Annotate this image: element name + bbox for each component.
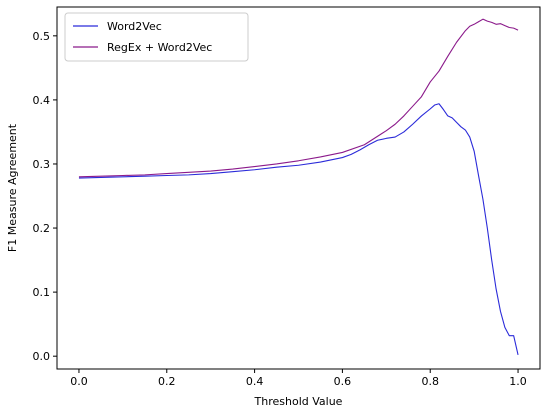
x-axis: 0.0 0.2 0.4 0.6 0.8 1.0: [70, 369, 527, 388]
x-tick-label: 0.8: [421, 375, 439, 388]
legend-box: [64, 12, 249, 62]
y-axis: 0.0 0.1 0.2 0.3 0.4 0.5: [33, 30, 57, 363]
x-axis-label: Threshold Value: [254, 395, 343, 408]
series-line-1: [78, 103, 519, 356]
y-tick-label: 0.1: [33, 286, 51, 299]
y-tick-label: 0.5: [33, 30, 51, 43]
y-tick-label: 0.4: [33, 94, 51, 107]
legend-label: RegEx + Word2Vec: [107, 41, 212, 54]
x-tick-label: 0.4: [246, 375, 264, 388]
y-tick-label: 0.3: [33, 158, 51, 171]
y-axis-label: F1 Measure Agreement: [6, 123, 19, 252]
x-tick-label: 0.0: [70, 375, 88, 388]
plot-frame: [56, 6, 541, 370]
x-tick-label: 0.2: [158, 375, 176, 388]
y-tick-label: 0.0: [33, 350, 51, 363]
legend-label: Word2Vec: [107, 20, 162, 33]
x-tick-label: 0.6: [334, 375, 352, 388]
y-tick-label: 0.2: [33, 222, 51, 235]
plot-area: [78, 18, 519, 356]
series-line-2: [78, 18, 519, 178]
legend: Word2Vec RegEx + Word2Vec: [64, 12, 249, 62]
x-tick-label: 1.0: [509, 375, 527, 388]
